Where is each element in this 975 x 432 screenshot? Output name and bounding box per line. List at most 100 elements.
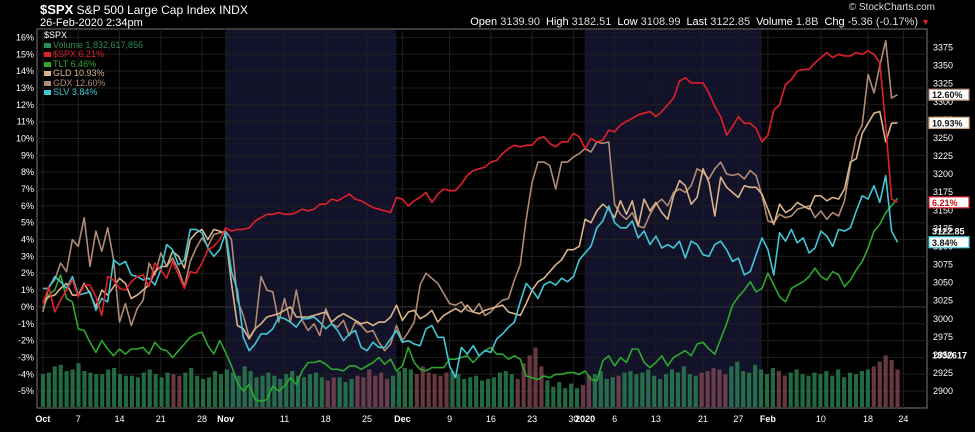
right-tick-label: 3375 (933, 43, 953, 53)
volume-bar (616, 375, 621, 407)
volume-bar (206, 377, 212, 407)
volume-bar (711, 367, 716, 407)
volume-bar (794, 369, 799, 407)
right-tick-label: 3200 (933, 169, 953, 179)
left-tick-label: 3% (21, 251, 34, 261)
volume-bar (889, 360, 894, 407)
volume-bar (242, 366, 247, 407)
right-tick-label: 3050 (933, 278, 953, 288)
legend-label: GLD 10.93% (53, 68, 105, 78)
volume-bar (491, 377, 497, 407)
volume-bar (390, 375, 396, 407)
right-tick-label: 3025 (933, 296, 953, 306)
left-tick-label: 2% (21, 268, 34, 278)
right-tick-label: 3075 (933, 260, 953, 270)
volume-bar (598, 371, 603, 407)
quote-strip: Open 3139.90 High 3182.51 Low 3108.99 Last … (470, 16, 930, 28)
volume-bar (319, 377, 324, 407)
volume-bar (764, 374, 770, 407)
volume-bar (663, 374, 669, 407)
volume-bar (254, 377, 259, 407)
value-tag-label: 12.60% (932, 90, 963, 100)
x-tick-label: 14 (115, 414, 125, 424)
volume-bar (284, 374, 289, 407)
volume-bar (301, 377, 307, 407)
plot-area (36, 28, 928, 409)
left-tick-label: 4% (21, 235, 34, 245)
left-tick-label: 9% (21, 150, 34, 160)
volume-bar (432, 374, 437, 407)
volume-bar (658, 378, 663, 407)
volume-bar (46, 372, 51, 407)
right-tick-label: 3250 (933, 133, 953, 143)
volume-bar (165, 372, 170, 407)
legend-swatch (44, 80, 51, 86)
x-tick-label: 9 (447, 414, 452, 424)
volume-bar (503, 371, 508, 407)
volume-bar (634, 374, 639, 407)
volume-bar (640, 372, 645, 407)
volume-bar (729, 366, 734, 407)
volume-bar (788, 372, 793, 407)
value-tag-box (928, 116, 970, 129)
volume-bar (675, 372, 681, 407)
volume-bar (521, 363, 526, 407)
series-line-gld (42, 110, 898, 340)
x-tick-label: 13 (651, 414, 661, 424)
legend-item: GDX 12.60% (44, 78, 143, 89)
legend-item: TLT 6.46% (44, 59, 143, 70)
legend-item: GLD 10.93% (44, 68, 143, 79)
value-tag-box (928, 236, 970, 249)
volume-bar (147, 369, 152, 407)
volume-bar (830, 375, 835, 407)
value-tag-label: 6.21% (932, 198, 958, 208)
quote-value: 3122.85 (710, 16, 751, 28)
right-tick-label: 3150 (933, 205, 953, 215)
volume-bar (201, 378, 206, 407)
series-line-spx (42, 50, 898, 317)
volume-bar (325, 380, 330, 407)
x-tick-label: 18 (321, 414, 331, 424)
series-line-tlt (42, 197, 899, 403)
volume-bar (753, 364, 758, 407)
value-tag-label: 3.84% (932, 238, 958, 248)
right-tick-label: 3325 (933, 79, 953, 89)
volume-bar (337, 377, 342, 407)
volume-bar (373, 375, 378, 407)
volume-bar (652, 375, 657, 407)
volume-bar (847, 372, 853, 407)
right-tick-label: 3350 (933, 61, 953, 71)
volume-bar (818, 374, 823, 407)
volume-bar (604, 378, 609, 407)
volume-bar (563, 388, 568, 407)
month-band (585, 30, 762, 407)
volume-bar (64, 371, 69, 407)
x-tick-label: 21 (156, 414, 166, 424)
volume-bar (474, 375, 479, 407)
left-tick-label: 12% (16, 100, 34, 110)
volume-bar (224, 369, 229, 407)
volume-bar (842, 377, 847, 407)
volume-bar (420, 366, 425, 407)
volume-bar (586, 375, 591, 407)
volume-bar (687, 374, 692, 407)
volume-bar (290, 371, 295, 407)
volume-bar (836, 369, 841, 407)
x-tick-label: 2020 (575, 414, 595, 424)
volume-bar (331, 377, 336, 407)
quote-label: Volume (756, 16, 796, 28)
right-tick-label: 2975 (933, 332, 953, 342)
value-tag-label: 1832617 (932, 350, 967, 360)
legend-swatch (44, 42, 51, 48)
volume-bar (456, 374, 461, 407)
volume-bar (812, 372, 817, 407)
stockcharts-logo: © StockCharts.com (848, 2, 935, 13)
right-tick-label: 2925 (933, 368, 953, 378)
volume-bar (260, 375, 265, 407)
left-tick-label: 16% (16, 32, 34, 42)
legend-swatch (44, 61, 51, 67)
volume-bar (112, 367, 117, 407)
left-tick-label: -4% (18, 369, 34, 379)
down-triangle-icon: ▼ (921, 17, 930, 27)
quote-label: Last (686, 16, 711, 28)
